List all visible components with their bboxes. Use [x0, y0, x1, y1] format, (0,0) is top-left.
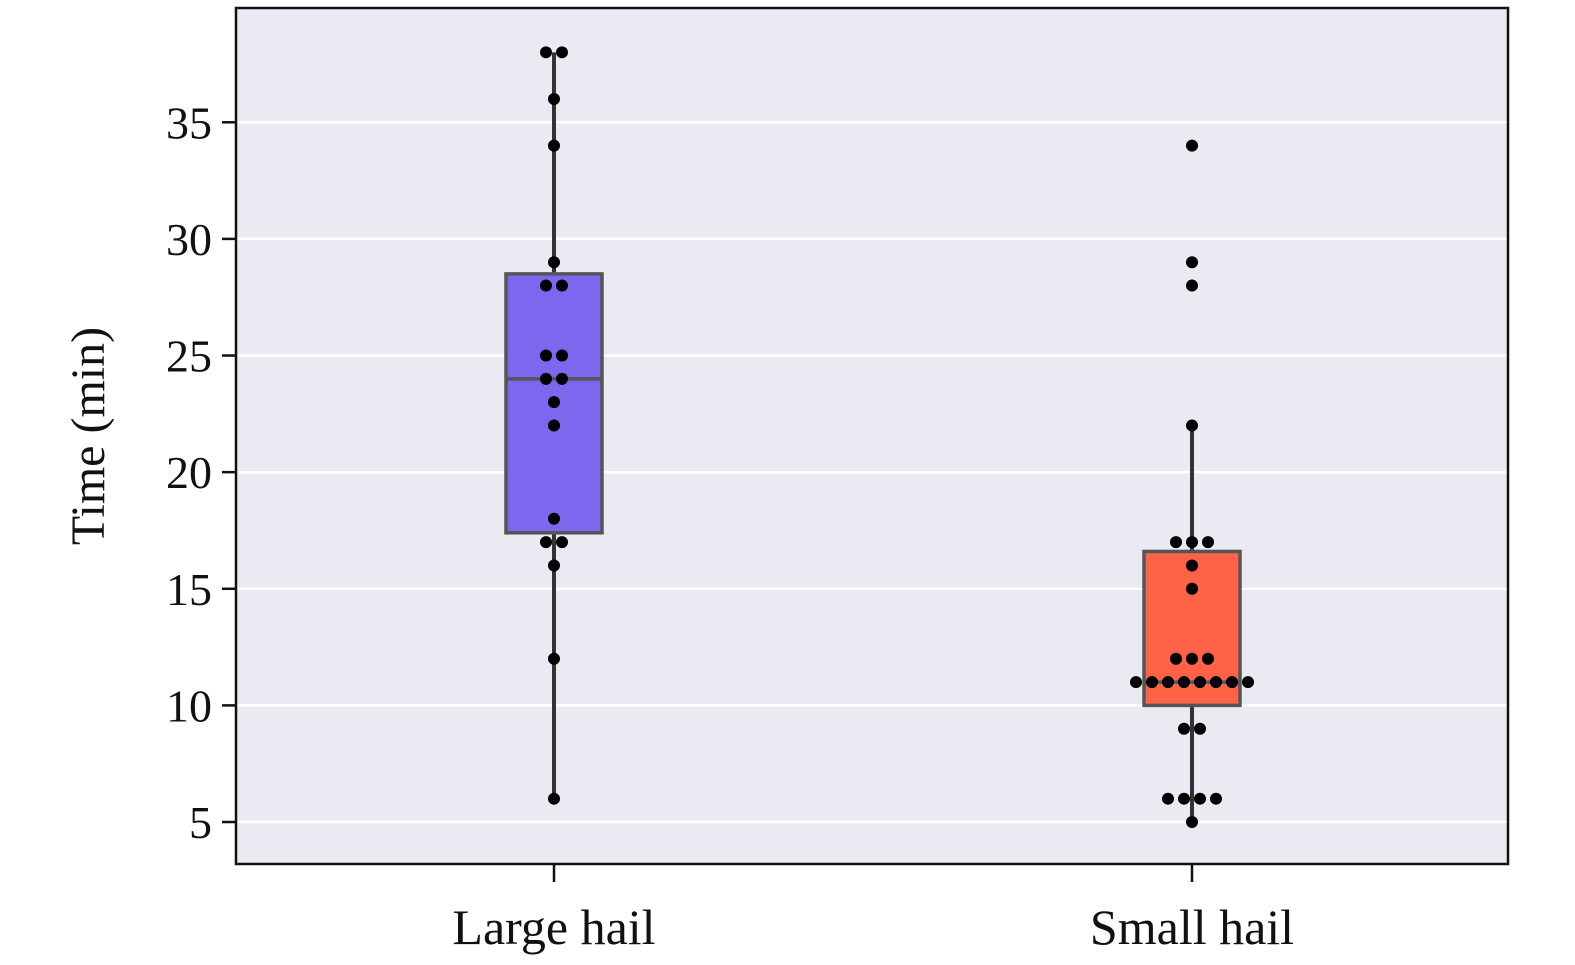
data-point: [1242, 676, 1254, 689]
data-point: [1194, 676, 1206, 689]
data-point: [1194, 792, 1206, 805]
y-tick-label: 10: [166, 680, 212, 731]
data-point: [1170, 652, 1182, 665]
data-point: [1186, 279, 1198, 292]
data-point: [1202, 536, 1214, 549]
x-axis: Large hail Small hail: [452, 864, 1294, 955]
data-point: [1194, 722, 1206, 735]
data-point: [1186, 582, 1198, 595]
data-point: [556, 279, 568, 292]
data-point: [548, 139, 560, 152]
data-point: [1186, 652, 1198, 665]
data-point: [540, 372, 552, 385]
data-point: [1186, 256, 1198, 269]
data-point: [1178, 676, 1190, 689]
data-point: [556, 536, 568, 549]
data-point: [556, 46, 568, 59]
plot-frame: [234, 6, 1510, 866]
data-point: [1130, 676, 1142, 689]
data-point: [548, 652, 560, 665]
data-point: [1186, 536, 1198, 549]
data-point: [548, 419, 560, 432]
data-point: [1186, 139, 1198, 152]
data-point: [548, 559, 560, 572]
y-tick-label: 35: [166, 97, 212, 148]
data-point: [1186, 816, 1198, 829]
y-tick-label: 20: [166, 447, 212, 498]
y-axis: 5 10 15 20 25 30 35: [166, 97, 236, 848]
data-point: [1226, 676, 1238, 689]
x-tick-label: Small hail: [1090, 899, 1294, 955]
iqr-box: [504, 272, 604, 535]
data-point: [540, 46, 552, 59]
y-tick-label: 25: [166, 331, 212, 382]
plot-area: [236, 8, 1508, 864]
x-tick-label: Large hail: [452, 899, 655, 955]
data-point: [1170, 536, 1182, 549]
data-point: [1178, 792, 1190, 805]
y-tick-label: 30: [166, 214, 212, 265]
data-point: [556, 349, 568, 362]
data-point: [1186, 559, 1198, 572]
data-point: [1146, 676, 1158, 689]
y-tick-label: 15: [166, 564, 212, 615]
y-axis-title: Time (min): [62, 327, 115, 545]
grid-lines: [236, 121, 1508, 824]
data-point: [1162, 792, 1174, 805]
boxplot-small-hail: [1142, 425, 1242, 823]
data-point: [548, 92, 560, 105]
data-point: [1162, 676, 1174, 689]
data-point: [556, 372, 568, 385]
box-plots: [504, 52, 1242, 823]
data-point: [540, 279, 552, 292]
data-point: [548, 792, 560, 805]
data-point: [548, 396, 560, 409]
data-points: [540, 46, 1254, 829]
data-point: [540, 349, 552, 362]
iqr-box: [1142, 549, 1242, 708]
boxplot-large-hail: [504, 52, 604, 799]
data-point: [548, 256, 560, 269]
data-point: [1210, 792, 1222, 805]
data-point: [548, 512, 560, 525]
data-point: [1186, 419, 1198, 432]
data-point: [1210, 676, 1222, 689]
data-point: [1178, 722, 1190, 735]
data-point: [1202, 652, 1214, 665]
y-tick-label: 5: [189, 797, 212, 848]
data-point: [540, 536, 552, 549]
